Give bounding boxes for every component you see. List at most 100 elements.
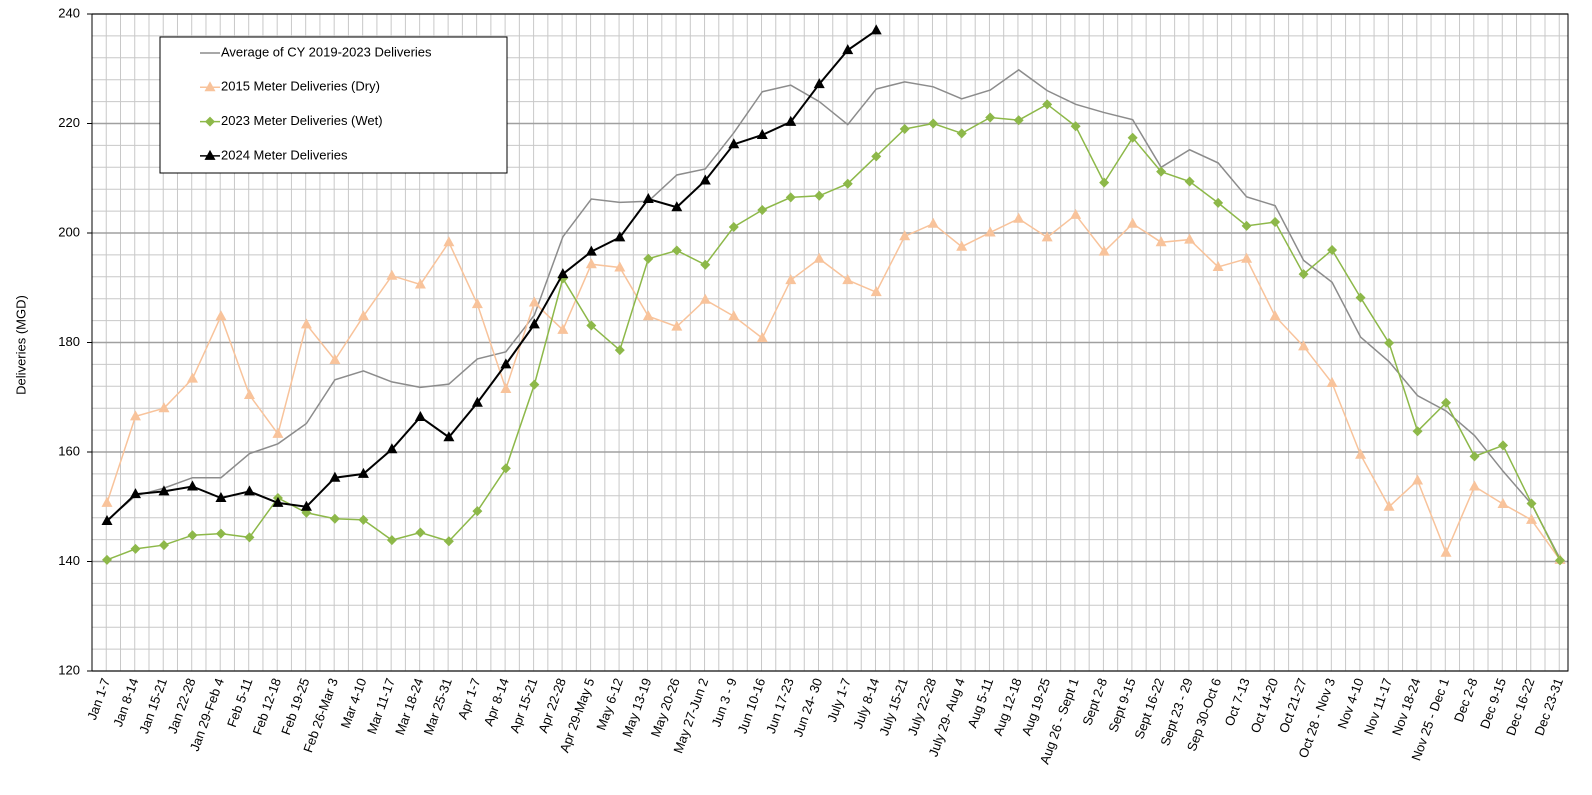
data-point <box>842 274 854 285</box>
legend-box <box>159 36 508 174</box>
data-point <box>985 112 996 123</box>
data-point <box>1127 132 1138 143</box>
data-point <box>899 230 911 241</box>
data-point <box>699 293 711 304</box>
data-point <box>528 318 540 329</box>
data-point <box>643 253 654 264</box>
data-point <box>899 123 910 134</box>
data-point <box>1042 99 1053 110</box>
data-point <box>1440 546 1452 557</box>
data-point <box>471 298 483 309</box>
x-tick-label: Apr 1-7 <box>455 676 484 721</box>
data-point <box>1013 115 1024 126</box>
data-point <box>1469 451 1480 462</box>
data-point <box>243 485 255 496</box>
data-point <box>671 201 683 212</box>
x-tick-label: Nov 4-10 <box>1334 676 1366 731</box>
data-point <box>443 536 454 547</box>
data-point <box>443 236 455 247</box>
x-tick-label: Dec 2-8 <box>1451 676 1481 724</box>
data-point <box>272 496 284 507</box>
data-point <box>386 269 398 280</box>
data-point <box>1355 448 1367 459</box>
data-point <box>472 506 483 517</box>
data-point <box>813 252 825 263</box>
data-point <box>842 44 854 55</box>
data-point <box>1041 231 1053 242</box>
data-point <box>1298 269 1309 280</box>
data-point <box>785 115 797 126</box>
data-point <box>1441 397 1452 408</box>
y-tick-label: 220 <box>58 115 80 130</box>
data-point <box>186 372 198 383</box>
data-point <box>728 221 739 232</box>
x-tick-label: Jan 22-28 <box>165 676 199 735</box>
series-line <box>106 29 877 522</box>
x-tick-label: May 6-12 <box>593 676 626 732</box>
data-point <box>158 540 169 551</box>
data-point <box>329 471 341 482</box>
series-line <box>106 213 1561 561</box>
series-line <box>106 103 1561 561</box>
data-point <box>528 296 540 307</box>
data-point <box>500 463 511 474</box>
data-point <box>1270 217 1281 228</box>
x-tick-label: Jan 8-14 <box>110 676 141 729</box>
data-point <box>414 410 426 421</box>
data-point <box>1526 513 1538 524</box>
data-point <box>642 193 654 204</box>
data-point <box>272 427 284 438</box>
x-tick-label: Feb 5-11 <box>224 676 256 729</box>
x-tick-label: Apr 15-21 <box>507 676 541 735</box>
data-point <box>1555 555 1565 566</box>
data-point <box>984 226 996 237</box>
data-point <box>956 240 968 251</box>
x-tick-label: Dec 9-15 <box>1477 676 1509 731</box>
series-line <box>106 68 1561 560</box>
data-point <box>1241 252 1253 263</box>
data-point <box>1498 440 1509 451</box>
data-point <box>927 217 939 228</box>
data-point <box>699 174 711 185</box>
legend-label: Average of CY 2019-2023 Deliveries <box>221 44 432 59</box>
data-point <box>557 323 569 334</box>
y-tick-label: 240 <box>58 5 80 20</box>
data-point <box>842 178 853 189</box>
data-point <box>1070 121 1081 132</box>
data-point <box>614 345 625 356</box>
data-point <box>358 514 369 525</box>
data-point <box>244 532 255 543</box>
data-point <box>357 467 369 478</box>
legend-marker <box>204 81 216 92</box>
data-point <box>186 480 198 491</box>
x-tick-label: Dec 23-31 <box>1531 676 1566 737</box>
data-point <box>814 190 825 201</box>
data-point <box>1412 474 1424 485</box>
data-point <box>102 554 112 565</box>
data-point <box>1184 176 1195 187</box>
data-point <box>1497 498 1509 509</box>
y-axis-label: Deliveries (MGD) <box>13 295 28 395</box>
data-point <box>101 514 113 525</box>
data-point <box>813 78 825 89</box>
data-point <box>215 491 227 502</box>
y-tick-label: 160 <box>58 443 80 458</box>
data-point <box>1298 340 1310 351</box>
x-tick-label: Jun 24- 30 <box>790 676 825 739</box>
x-tick-label: Oct 7-13 <box>1222 676 1253 728</box>
data-point <box>728 310 740 321</box>
data-point <box>187 530 198 541</box>
data-point <box>870 286 882 297</box>
y-tick-label: 120 <box>58 662 80 677</box>
data-point <box>500 383 512 394</box>
data-point <box>1326 377 1338 388</box>
legend-marker <box>205 116 215 127</box>
x-tick-label: Jan 15-21 <box>136 676 170 735</box>
data-point <box>130 543 141 554</box>
data-point <box>415 527 426 538</box>
data-point <box>1384 338 1395 349</box>
data-point <box>1241 220 1252 231</box>
data-point <box>871 151 882 162</box>
data-point <box>700 259 711 270</box>
